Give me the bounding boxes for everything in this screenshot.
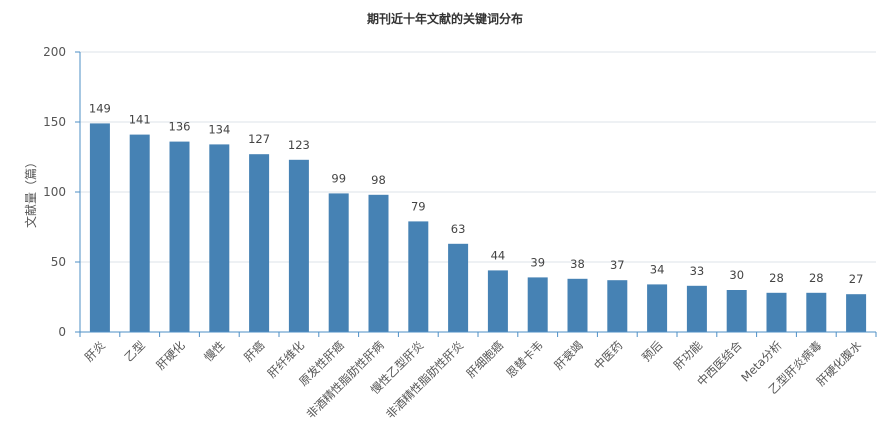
x-tick-label: 预后 <box>639 338 665 364</box>
chart-title: 期刊近十年文献的关键词分布 <box>367 11 523 26</box>
bar-14 <box>647 284 668 332</box>
y-tick-label: 200 <box>43 45 66 59</box>
bar-7 <box>368 194 389 332</box>
bar-6 <box>328 193 349 332</box>
y-axis-label: 文献量（篇） <box>23 156 38 228</box>
bar-1 <box>129 134 150 332</box>
x-axis-ticks: 肝炎 乙型 肝硬化 慢性 肝癌肝纤维化原发性肝癌非酒精性脂肪性肝病慢性乙型肝炎非酒精性脂… <box>79 332 877 421</box>
data-label: 27 <box>849 272 864 286</box>
x-tick-label: 恩替卡韦 <box>503 338 545 380</box>
data-label: 37 <box>610 258 625 272</box>
gridlines <box>80 51 876 263</box>
y-tick-label: 100 <box>43 185 66 199</box>
data-label: 28 <box>769 271 784 285</box>
y-tick-label: 50 <box>51 255 66 269</box>
x-tick-label: 肝炎 <box>82 338 108 364</box>
bar-series <box>89 123 867 333</box>
data-label: 30 <box>729 268 744 282</box>
data-label: 38 <box>570 257 585 271</box>
data-label: 44 <box>491 248 506 262</box>
x-tick-label: 乙型 <box>122 338 148 364</box>
bar-12 <box>567 278 588 332</box>
bar-5 <box>288 159 309 332</box>
bar-10 <box>487 270 508 332</box>
bar-18 <box>806 292 827 332</box>
data-labels: 149 141 136 134 127 123 99 98 79 63 44 39 38 37 34 33 30… <box>89 101 863 286</box>
y-tick-label: 150 <box>43 115 66 129</box>
data-label: 34 <box>650 262 665 276</box>
data-label: 136 <box>169 120 191 134</box>
bar-11 <box>527 277 548 332</box>
data-label: 141 <box>129 113 151 127</box>
bar-4 <box>249 154 270 332</box>
x-tick-label: 肝功能 <box>671 338 706 373</box>
x-tick-label: 肝癌 <box>241 338 268 365</box>
data-label: 99 <box>331 171 346 185</box>
data-label: 149 <box>89 101 111 115</box>
x-tick-label: 慢性 <box>201 338 227 364</box>
data-label: 28 <box>809 271 824 285</box>
bar-16 <box>726 290 747 332</box>
bar-2 <box>169 141 190 332</box>
data-label: 134 <box>208 122 230 136</box>
bar-13 <box>607 280 628 332</box>
x-tick-label: 肝细胞癌 <box>464 338 507 381</box>
bar-8 <box>408 221 429 332</box>
x-tick-label: 中医药 <box>591 338 625 372</box>
bar-9 <box>448 243 469 332</box>
x-tick-label: 非酒精性脂肪性肝炎 <box>383 338 466 421</box>
data-label: 127 <box>248 132 270 146</box>
x-tick-label: 肝硬化 <box>153 338 188 373</box>
y-axis-ticks: 0 50 100 150 200 <box>43 45 80 339</box>
bar-17 <box>766 292 787 332</box>
bar-15 <box>686 285 707 332</box>
data-label: 123 <box>288 138 310 152</box>
bar-0 <box>89 123 110 333</box>
data-label: 63 <box>451 222 466 236</box>
y-tick-label: 0 <box>58 325 66 339</box>
x-tick-label: 肝衰竭 <box>551 338 585 372</box>
data-label: 79 <box>411 199 426 213</box>
bar-3 <box>209 144 230 332</box>
data-label: 39 <box>530 255 545 269</box>
bar-19 <box>846 294 867 332</box>
data-label: 98 <box>371 173 386 187</box>
data-label: 33 <box>690 264 705 278</box>
